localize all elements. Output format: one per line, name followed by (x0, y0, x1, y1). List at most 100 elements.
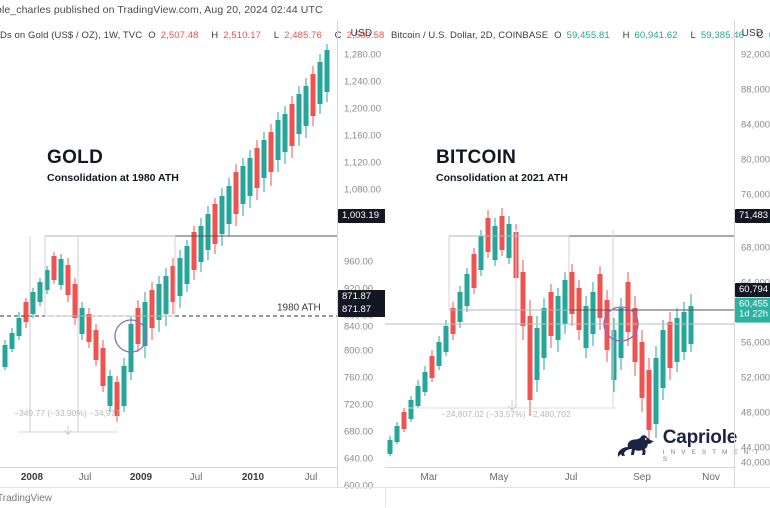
last-price-badge-btc: 60,455 1d 22h (735, 297, 770, 323)
consolidation-box (44, 235, 176, 317)
price-tick: 920.00 (344, 283, 374, 295)
price-tick: 1,200.00 (344, 103, 381, 115)
price-tick: 800.00 (344, 345, 374, 357)
time-scale-gold[interactable]: 2008 Jul 2009 Jul 2010 Jul (0, 467, 337, 487)
price-tick: 88,000 (741, 84, 770, 96)
last-price-value: 60,455 (739, 298, 769, 310)
highlight-circle-btc (603, 306, 639, 342)
candlestick-svg-bitcoin (385, 208, 734, 456)
ath-price-badge-lower-gold: 871.87 (338, 303, 386, 317)
legend-ohlc: O 2,507.48 H 2,510.17 L 2,485.76 C 2,500.58.… (148, 30, 402, 41)
chart-title-bitcoin: BITCOIN (436, 147, 517, 168)
price-tick: 52,000 (741, 372, 770, 384)
time-tick: Jul (78, 472, 92, 483)
time-tick: 2008 (20, 472, 44, 483)
time-tick: Jul (189, 472, 203, 483)
drawdown-measure-label-gold: −349.77 (−33.90%) −34,977 (14, 408, 121, 418)
publisher-text: ole_charles published on TradingView.com… (0, 4, 323, 16)
price-tick: 1,120.00 (344, 157, 381, 169)
legend-bitcoin[interactable]: Bitcoin / U.S. Dollar, 2D, COINBASE O 59,… (391, 28, 770, 42)
legend-high-label: H (622, 29, 630, 41)
price-scale-title-gold: USD (350, 28, 373, 39)
consolidation-box-btc (448, 235, 570, 311)
logo-wordmark: Capriole (662, 427, 738, 448)
price-scale-gold[interactable]: USD 1,280.00 1,240.00 1,200.00 1,160.00 … (337, 20, 386, 492)
chart-pane-gold: Ds on Gold (US$ / OZ), 1W, TVC O 2,507.48… (0, 20, 393, 492)
chart-subtitle-gold: Consolidation at 1980 ATH (47, 172, 179, 184)
highlight-circle-gold (114, 319, 148, 353)
price-tick: 840.00 (344, 321, 374, 333)
plot-area-bitcoin[interactable] (385, 40, 734, 467)
ath-level-label: 1980 ATH (277, 302, 321, 314)
resistance-price-badge-gold: 1,003.19 (338, 209, 386, 223)
price-tick: 44,000 (741, 442, 770, 454)
legend-close-label: C (334, 29, 342, 41)
price-tick: 600.00 (344, 480, 374, 492)
price-tick: 960.00 (344, 256, 374, 268)
legend-high-label: H (211, 29, 219, 41)
legend-gold[interactable]: Ds on Gold (US$ / OZ), 1W, TVC O 2,507.48… (0, 28, 403, 42)
price-tick: 1,240.00 (344, 76, 381, 88)
chart-subtitle-bitcoin: Consolidation at 2021 ATH (436, 172, 568, 184)
logo-subtitle: I N V E S T M E N T S (662, 449, 761, 463)
support-price-badge-btc: 60,794 (735, 283, 770, 297)
legend-open-label: O (554, 29, 562, 41)
legend-symbol: Bitcoin / U.S. Dollar, 2D, COINBASE (391, 29, 549, 41)
drawdown-arrow (64, 426, 72, 436)
legend-open-value: 2,507.48 (160, 29, 199, 41)
price-tick: 40,000 (741, 457, 770, 469)
time-tick: 2010 (241, 472, 265, 483)
legend-close-value: 60,455.92... (769, 30, 770, 41)
resistance-price-badge-btc: 71,483 (735, 209, 770, 223)
legend-low-label: L (690, 29, 696, 41)
price-tick: 1,080.00 (344, 184, 381, 196)
price-tick: 76,000 (741, 189, 770, 201)
time-scale-bitcoin[interactable]: Mar May Jul Sep Nov (385, 467, 734, 487)
time-tick: Mar (420, 472, 438, 483)
bottom-divider (0, 487, 770, 488)
tradingview-watermark: TradingView (0, 493, 53, 504)
chart-title-gold: GOLD (47, 147, 104, 168)
ath-price-badge-upper-gold: 871.87 (338, 290, 386, 304)
price-scale-bitcoin[interactable]: USD 92,000 88,000 84,000 80,000 76,000 6… (734, 20, 770, 487)
price-tick: 1,160.00 (344, 130, 381, 142)
chart-pane-bitcoin: Bitcoin / U.S. Dollar, 2D, COINBASE O 59,… (385, 20, 770, 487)
legend-low-value: 2,485.76 (284, 29, 322, 41)
time-tick: Nov (702, 472, 720, 483)
price-tick: 48,000 (741, 407, 770, 419)
legend-ohlc: O 59,455.81 H 60,941.62 L 59,385.46 C 60,455… (554, 30, 770, 41)
price-tick: 1,280.00 (344, 49, 381, 61)
legend-high-value: 60,941.62 (634, 29, 678, 41)
candles-bitcoin (385, 208, 734, 456)
horse-icon (617, 434, 654, 457)
price-tick: 760.00 (344, 372, 374, 384)
legend-open-label: O (148, 29, 156, 41)
price-tick: 64,000 (741, 278, 770, 289)
price-tick: 68,000 (741, 242, 770, 254)
legend-high-value: 2,510.17 (223, 29, 261, 41)
publisher-bar: ole_charles published on TradingView.com… (0, 0, 770, 20)
candlestick-svg-gold (0, 44, 337, 436)
time-tick: Sep (633, 472, 651, 483)
capriole-logo: Capriole I N V E S T M E N T S (615, 428, 770, 463)
legend-open-value: 59,455.81 (566, 29, 610, 41)
price-tick: 80,000 (741, 154, 770, 166)
legend-low-value: 59,385.46 (700, 29, 745, 41)
price-tick: 640.00 (344, 453, 374, 465)
legend-symbol: Ds on Gold (US$ / OZ), 1W, TVC (0, 29, 143, 41)
price-tick: 92,000 (741, 49, 770, 61)
countdown-value: 1d 22h (739, 309, 769, 320)
drawdown-measure-label-btc: −24,807.02 (−33.57%) −2,480,702 (441, 409, 571, 419)
time-tick: May (489, 472, 509, 483)
price-tick: 56,000 (741, 337, 770, 349)
plot-area-gold[interactable] (0, 40, 337, 467)
drawdown-arrow-btc (507, 400, 517, 412)
legend-low-label: L (273, 29, 280, 41)
price-tick: 84,000 (741, 119, 770, 131)
price-scale-title-bitcoin: USD (741, 28, 764, 39)
legend-close-label: C (756, 29, 764, 41)
price-tick: 720.00 (344, 399, 374, 411)
time-tick: Jul (304, 472, 318, 483)
legend-close-value: 2,500.58... (346, 29, 393, 41)
